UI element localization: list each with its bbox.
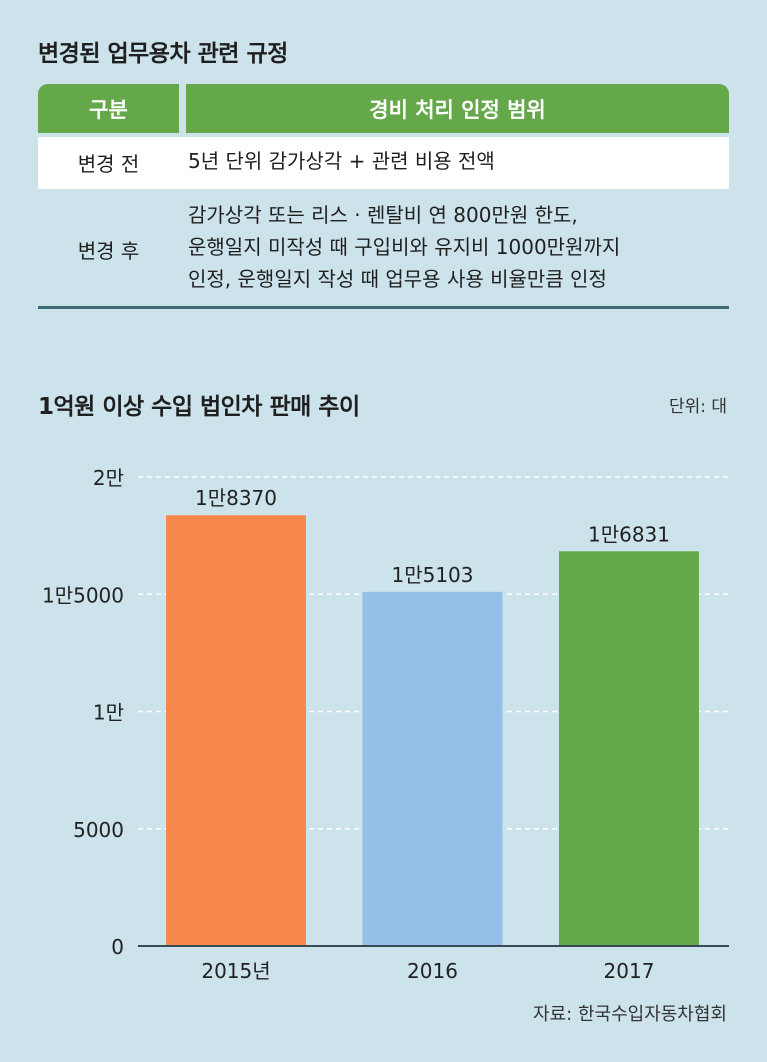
data-label: 1만5103 xyxy=(391,563,473,587)
x-tick-label: 2015년 xyxy=(201,959,270,983)
table-header-category: 구분 xyxy=(38,84,179,133)
data-label: 1만8370 xyxy=(195,486,277,510)
unit-label: 단위: 대 xyxy=(668,397,727,417)
row-text-before: 5년 단위 감가상각 + 관련 비용 전액 xyxy=(188,149,495,173)
row-label-before: 변경 전 xyxy=(77,152,140,176)
source-note: 자료: 한국수입자동차협회 xyxy=(533,1004,727,1025)
row-label-after: 변경 후 xyxy=(77,239,140,263)
regulation-title: 변경된 업무용차 관련 규정 xyxy=(38,41,288,67)
y-tick-label: 0 xyxy=(111,935,124,959)
table-header-scope: 경비 처리 인정 범위 xyxy=(186,84,729,133)
x-tick-label: 2016 xyxy=(407,959,458,983)
chart-title: 1억원 이상 수입 법인차 판매 추이 xyxy=(38,394,360,420)
row-text-after-line1: 감가상각 또는 리스 · 렌탈비 연 800만원 한도, xyxy=(188,203,578,227)
y-tick-label: 2만 xyxy=(93,466,124,490)
table-row-before xyxy=(38,137,729,189)
bar xyxy=(166,515,306,946)
bar xyxy=(559,551,699,946)
row-text-after-line2: 운행일지 미작성 때 구입비와 유지비 1000만원까지 xyxy=(188,235,621,259)
table-bottom-rule xyxy=(38,306,729,309)
data-label: 1만6831 xyxy=(588,522,670,546)
y-tick-label: 1만 xyxy=(93,701,124,725)
y-tick-label: 5000 xyxy=(73,818,124,842)
row-text-after-line3: 인정, 운행일지 작성 때 업무용 사용 비율만큼 인정 xyxy=(188,267,607,291)
x-tick-label: 2017 xyxy=(604,959,655,983)
y-tick-label: 1만5000 xyxy=(42,583,124,607)
bar xyxy=(362,591,503,946)
